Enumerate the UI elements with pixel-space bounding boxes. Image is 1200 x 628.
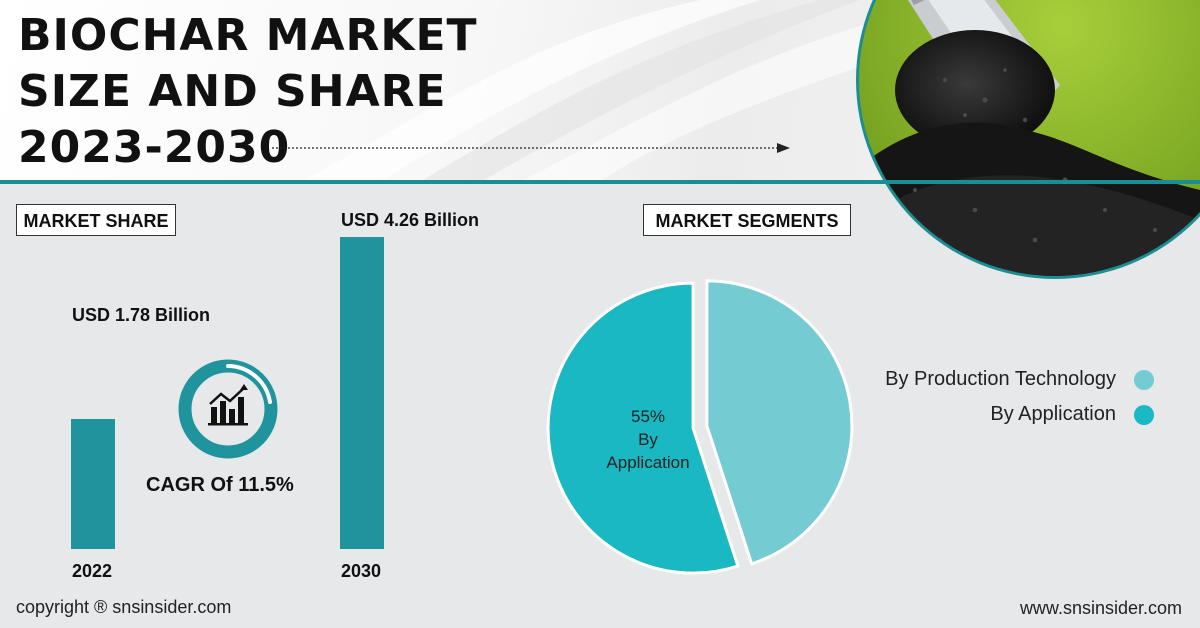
pie-slice-label-line2: Application bbox=[606, 453, 690, 472]
segments-legend: By Production Technology By Application bbox=[885, 362, 1154, 432]
bar-2022-value-label: USD 1.78 Billion bbox=[72, 305, 211, 325]
biochar-shovel-photo bbox=[856, 0, 1200, 279]
bar-2022 bbox=[71, 418, 115, 549]
legend-dot-production-technology bbox=[1134, 369, 1154, 390]
page-title: BIOCHAR MARKET SIZE AND SHARE 2023-2030 bbox=[18, 8, 478, 176]
market-segments-label: MARKET SEGMENTS bbox=[643, 204, 851, 236]
legend-dot-application bbox=[1134, 404, 1154, 425]
growth-chart-icon bbox=[178, 359, 278, 459]
title-line-3: 2023-2030 bbox=[18, 122, 291, 173]
pie-slice-production-technology bbox=[705, 279, 854, 566]
title-line-1: BIOCHAR MARKET bbox=[18, 10, 478, 61]
year-2030-label: 2030 bbox=[341, 561, 382, 581]
bar-2030-value-label: USD 4.26 Billion bbox=[341, 210, 480, 230]
header-divider bbox=[0, 180, 1200, 184]
pie-slice-label-pct: 55% bbox=[630, 407, 666, 426]
title-line-2: SIZE AND SHARE bbox=[18, 66, 447, 117]
copyright-text: copyright ® snsinsider.com bbox=[16, 597, 232, 617]
header-wave-decoration bbox=[300, 0, 880, 182]
segments-pie-chart bbox=[546, 279, 854, 575]
year-2022-label: 2022 bbox=[72, 561, 113, 581]
market-share-label: MARKET SHARE bbox=[16, 204, 176, 236]
dotted-arrow-icon bbox=[272, 143, 790, 153]
legend-item-application: By Application bbox=[885, 397, 1154, 432]
website-link[interactable]: www.snsinsider.com bbox=[1019, 598, 1182, 618]
legend-label-application: By Application bbox=[990, 403, 1116, 425]
pie-slice-label-line1: By bbox=[638, 430, 658, 449]
pie-slice-application bbox=[546, 281, 740, 575]
legend-label-production-technology: By Production Technology bbox=[885, 368, 1116, 390]
legend-item-production-technology: By Production Technology bbox=[885, 362, 1154, 397]
bar-2030 bbox=[340, 237, 384, 549]
pie-slice-label: 55% By Application bbox=[588, 405, 708, 474]
cagr-label: CAGR Of 11.5% bbox=[146, 474, 294, 496]
